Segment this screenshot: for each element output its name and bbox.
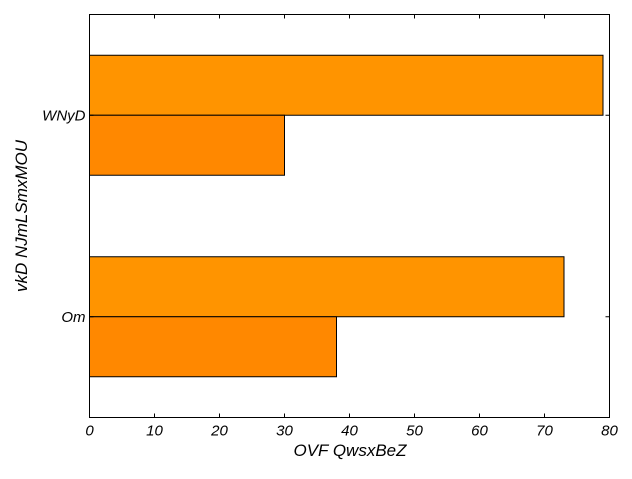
x-tick-label: 20 [210,423,228,440]
ticks-layer: Om WNyD 0 10 20 30 40 50 60 70 80 [42,14,618,440]
bar-WNyD-series-1 [89,54,604,116]
x-tick-label: 10 [146,423,163,440]
x-tick-label: 0 [85,423,94,440]
bars-layer [89,54,604,378]
x-tick-label: 80 [601,423,618,440]
bar-Om-series-2 [89,316,337,378]
x-tick-label: 30 [276,423,293,440]
x-tick-label: 50 [406,423,423,440]
plot-frame [89,14,610,418]
x-axis-label: OVF QwsxBeZ [293,441,407,460]
y-tick-label: WNyD [42,107,85,124]
bar-WNyD-series-2 [89,114,285,176]
y-tick-label: Om [61,309,85,326]
x-tick-label: 70 [536,423,553,440]
y-axis-label: vkD NJmLSmxMOU [12,139,31,292]
x-tick-label: 40 [341,423,358,440]
bar-Om-series-1 [89,256,565,318]
x-tick-label: 60 [471,423,488,440]
